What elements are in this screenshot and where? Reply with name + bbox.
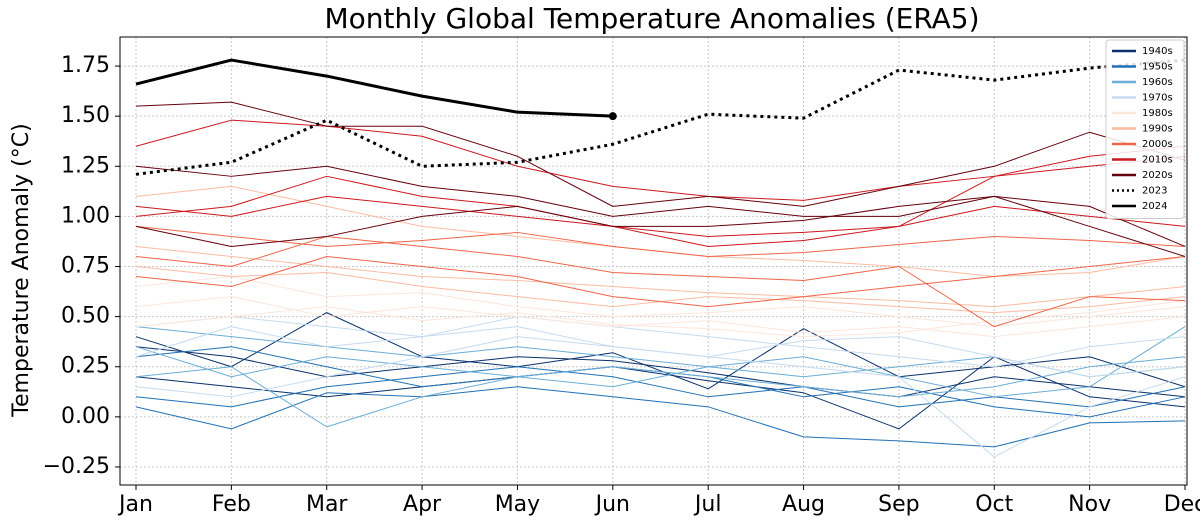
x-tick-label: Jan — [117, 492, 153, 517]
x-tick-label: Aug — [782, 492, 825, 517]
data-line — [135, 255, 1186, 308]
data-line — [135, 300, 1186, 338]
data-line — [135, 296, 1186, 338]
legend-label: 2023 — [1142, 186, 1167, 197]
legend-label: 2020s — [1142, 170, 1173, 181]
data-line — [135, 326, 1186, 398]
legend-label: 2000s — [1142, 139, 1173, 150]
data-line — [135, 101, 1186, 207]
data-line — [135, 356, 1186, 428]
chart-title: Monthly Global Temperature Anomalies (ER… — [324, 2, 979, 35]
data-line — [135, 346, 1186, 398]
data-line — [135, 336, 1186, 398]
y-axis-label: Temperature Anomaly (°C) — [9, 123, 34, 417]
legend-label: 2024 — [1142, 201, 1167, 212]
data-line — [135, 195, 1186, 237]
y-tick-label: 0.50 — [61, 304, 110, 329]
x-tick-label: Nov — [1068, 492, 1111, 517]
y-tick-label: 1.25 — [61, 153, 110, 178]
x-tick-label: May — [495, 492, 540, 517]
data-line — [135, 326, 1186, 458]
data-line — [135, 312, 1186, 390]
data-line — [135, 225, 1186, 257]
data-line — [135, 276, 1186, 328]
data-line — [135, 195, 1186, 257]
x-tick-label: Mar — [306, 492, 348, 517]
x-tick-label: Jul — [693, 492, 722, 517]
x-tick-label: Jun — [594, 492, 630, 517]
x-tick-label: Sep — [878, 492, 919, 517]
y-tick-label: 1.50 — [61, 103, 110, 128]
y-tick-label: 0.25 — [61, 354, 110, 379]
legend-label: 2010s — [1142, 155, 1173, 166]
y-tick-label: 1.75 — [61, 53, 110, 78]
x-tick-label: Apr — [403, 492, 442, 517]
legend-label: 1970s — [1142, 93, 1173, 104]
data-line — [135, 245, 1186, 308]
data-line — [135, 145, 1186, 247]
data-line — [135, 235, 1186, 328]
legend-label: 1950s — [1142, 62, 1173, 73]
plot-frame — [119, 36, 1188, 486]
data-line — [135, 165, 1186, 247]
data-line — [135, 119, 1186, 201]
x-tick-label: Oct — [975, 492, 1013, 517]
y-tick-label: −0.25 — [43, 454, 110, 479]
data-line — [135, 58, 1186, 176]
data-line — [135, 58, 613, 118]
data-line — [135, 366, 1186, 408]
legend-label: 1990s — [1142, 124, 1173, 135]
data-line — [135, 316, 1186, 368]
legend: 1940s 1950s 1960s 1970s 1980s 1990s 2000s 2010s… — [1105, 39, 1185, 219]
data-line — [135, 386, 1186, 448]
x-tick-label: Feb — [212, 492, 251, 517]
y-tick-label: 1.00 — [61, 203, 110, 228]
legend-label: 1960s — [1142, 77, 1173, 88]
y-tick-label: 0.75 — [61, 254, 110, 279]
x-tick-label: Dec — [1164, 492, 1200, 517]
y-tick-label: 0.00 — [61, 404, 110, 429]
legend-label: 1940s — [1142, 46, 1173, 57]
legend-label: 1980s — [1142, 108, 1173, 119]
end-marker — [608, 112, 617, 121]
